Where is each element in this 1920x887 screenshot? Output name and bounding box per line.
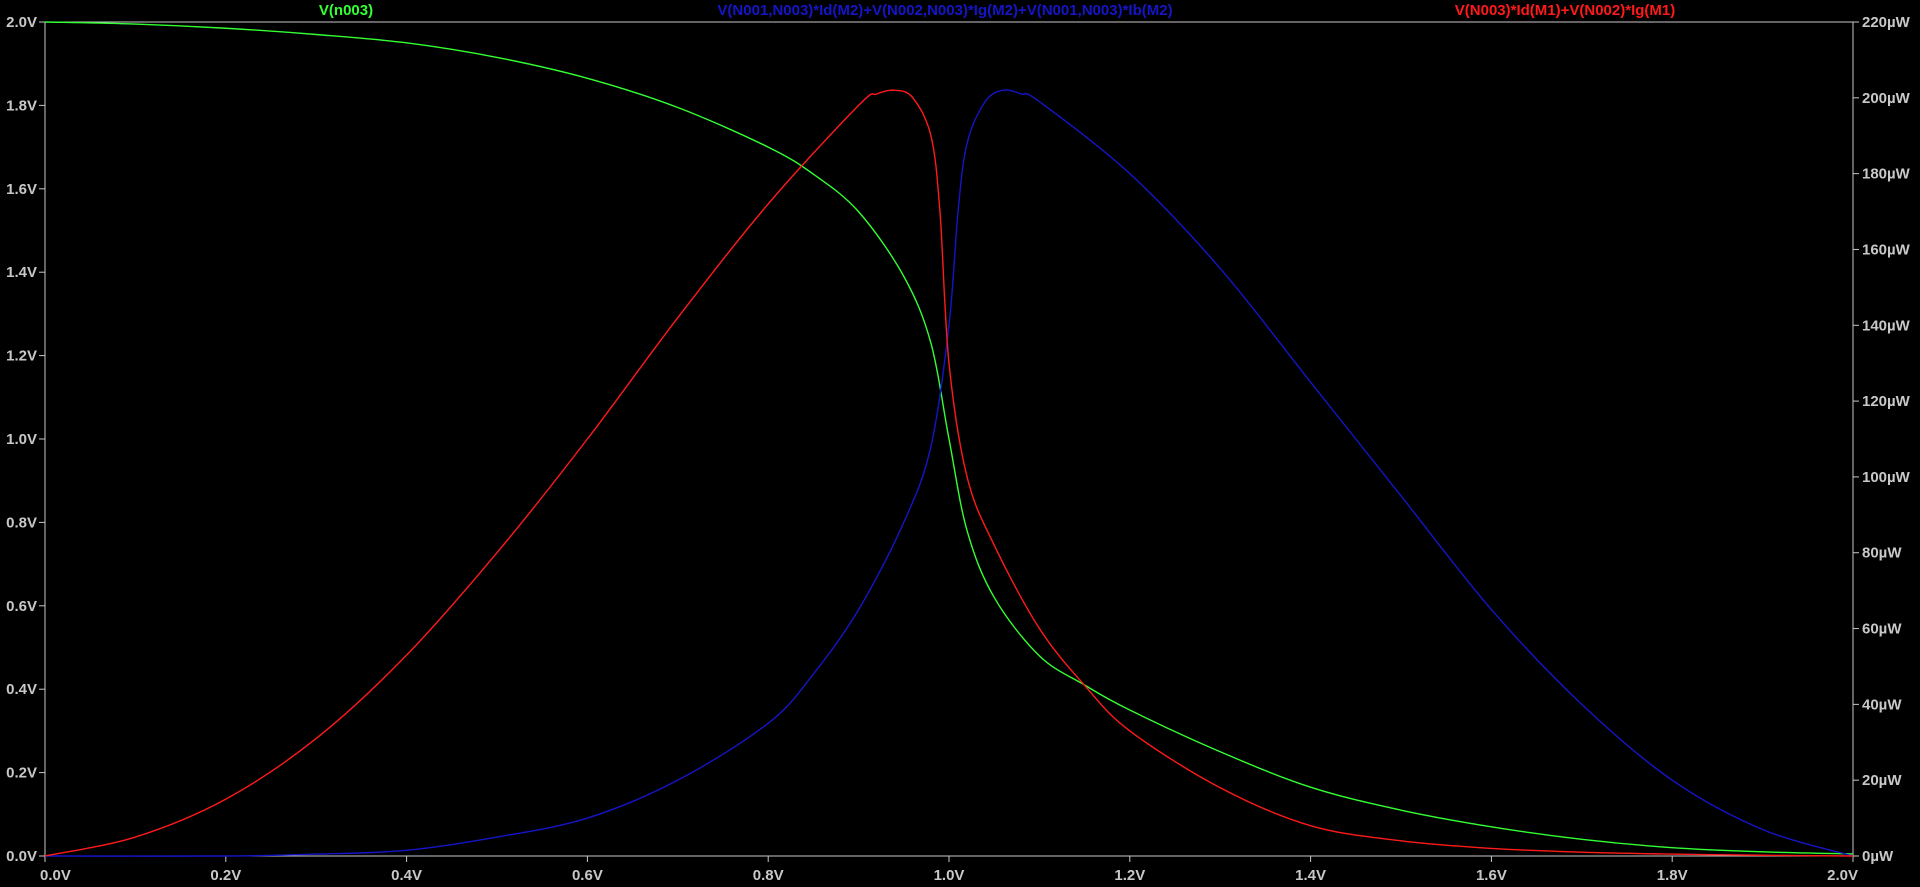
y-tick-label: 0.2V (6, 765, 37, 782)
x-tick-label: 0.6V (572, 867, 603, 884)
x-tick-label: 1.0V (934, 867, 965, 884)
y-tick-label: 2.0V (6, 14, 37, 31)
y-tick-label: 1.6V (6, 181, 37, 198)
legend-v-n003[interactable]: V(n003) (319, 2, 373, 19)
y2-tick-label: 140µW (1862, 317, 1911, 334)
x-tick-label: 1.2V (1114, 867, 1145, 884)
y-tick-label: 1.8V (6, 97, 37, 114)
y2-tick-label: 100µW (1862, 469, 1911, 486)
trace-group (44, 21, 1854, 857)
y2-tick-label: 180µW (1862, 166, 1911, 183)
x-tick-label: 0.8V (753, 867, 784, 884)
y2-tick-label: 0µW (1862, 848, 1894, 865)
y-tick-label: 0.0V (6, 848, 37, 865)
trace-power-m1[interactable] (44, 89, 1854, 857)
x-tick-label: 1.8V (1657, 867, 1688, 884)
x-tick-label: 0.4V (391, 867, 422, 884)
legend-power-m2[interactable]: V(N001,N003)*Id(M2)+V(N002,N003)*Ig(M2)+… (717, 2, 1172, 19)
x-tick-label: 2.0V (1827, 867, 1858, 884)
legend-power-m1[interactable]: V(N003)*Id(M1)+V(N002)*Ig(M1) (1455, 2, 1675, 19)
trace-power-m2[interactable] (44, 89, 1854, 857)
x-tick-label: 1.4V (1295, 867, 1326, 884)
y-tick-label: 1.0V (6, 431, 37, 448)
x-axis-ticks: 0.0V 0.2V 0.4V 0.6V 0.8V 1.0V 1.2V 1.4V 1.6V 1.8V… (40, 856, 1858, 884)
y2-tick-label: 20µW (1862, 772, 1902, 789)
y2-tick-label: 80µW (1862, 545, 1902, 562)
y-tick-label: 0.4V (6, 681, 37, 698)
y-tick-label: 0.6V (6, 598, 37, 615)
x-tick-label: 0.2V (210, 867, 241, 884)
trace-legend: V(n003) V(N001,N003)*Id(M2)+V(N002,N003)… (319, 2, 1675, 19)
y-axis-ticks: 0.0V 0.2V 0.4V 0.6V 0.8V 1.0V 1.2V 1.4V 1.6V 1.8V… (6, 14, 45, 865)
x-tick-label: 1.6V (1476, 867, 1507, 884)
y2-tick-label: 40µW (1862, 696, 1902, 713)
y2-tick-label: 60µW (1862, 621, 1902, 638)
y2-tick-label: 120µW (1862, 393, 1911, 410)
y-tick-label: 1.2V (6, 348, 37, 365)
y2-tick-label: 220µW (1862, 14, 1911, 31)
y-tick-label: 0.8V (6, 514, 37, 531)
y2-tick-label: 200µW (1862, 90, 1911, 107)
x-tick-label: 0.0V (40, 867, 71, 884)
y2-axis-ticks: 0µW 20µW 40µW 60µW 80µW 100µW 120µW 140µW 160µW 1… (1853, 14, 1911, 865)
y2-tick-label: 160µW (1862, 241, 1911, 258)
trace-v-n003[interactable] (44, 21, 1854, 855)
y-tick-label: 1.4V (6, 264, 37, 281)
